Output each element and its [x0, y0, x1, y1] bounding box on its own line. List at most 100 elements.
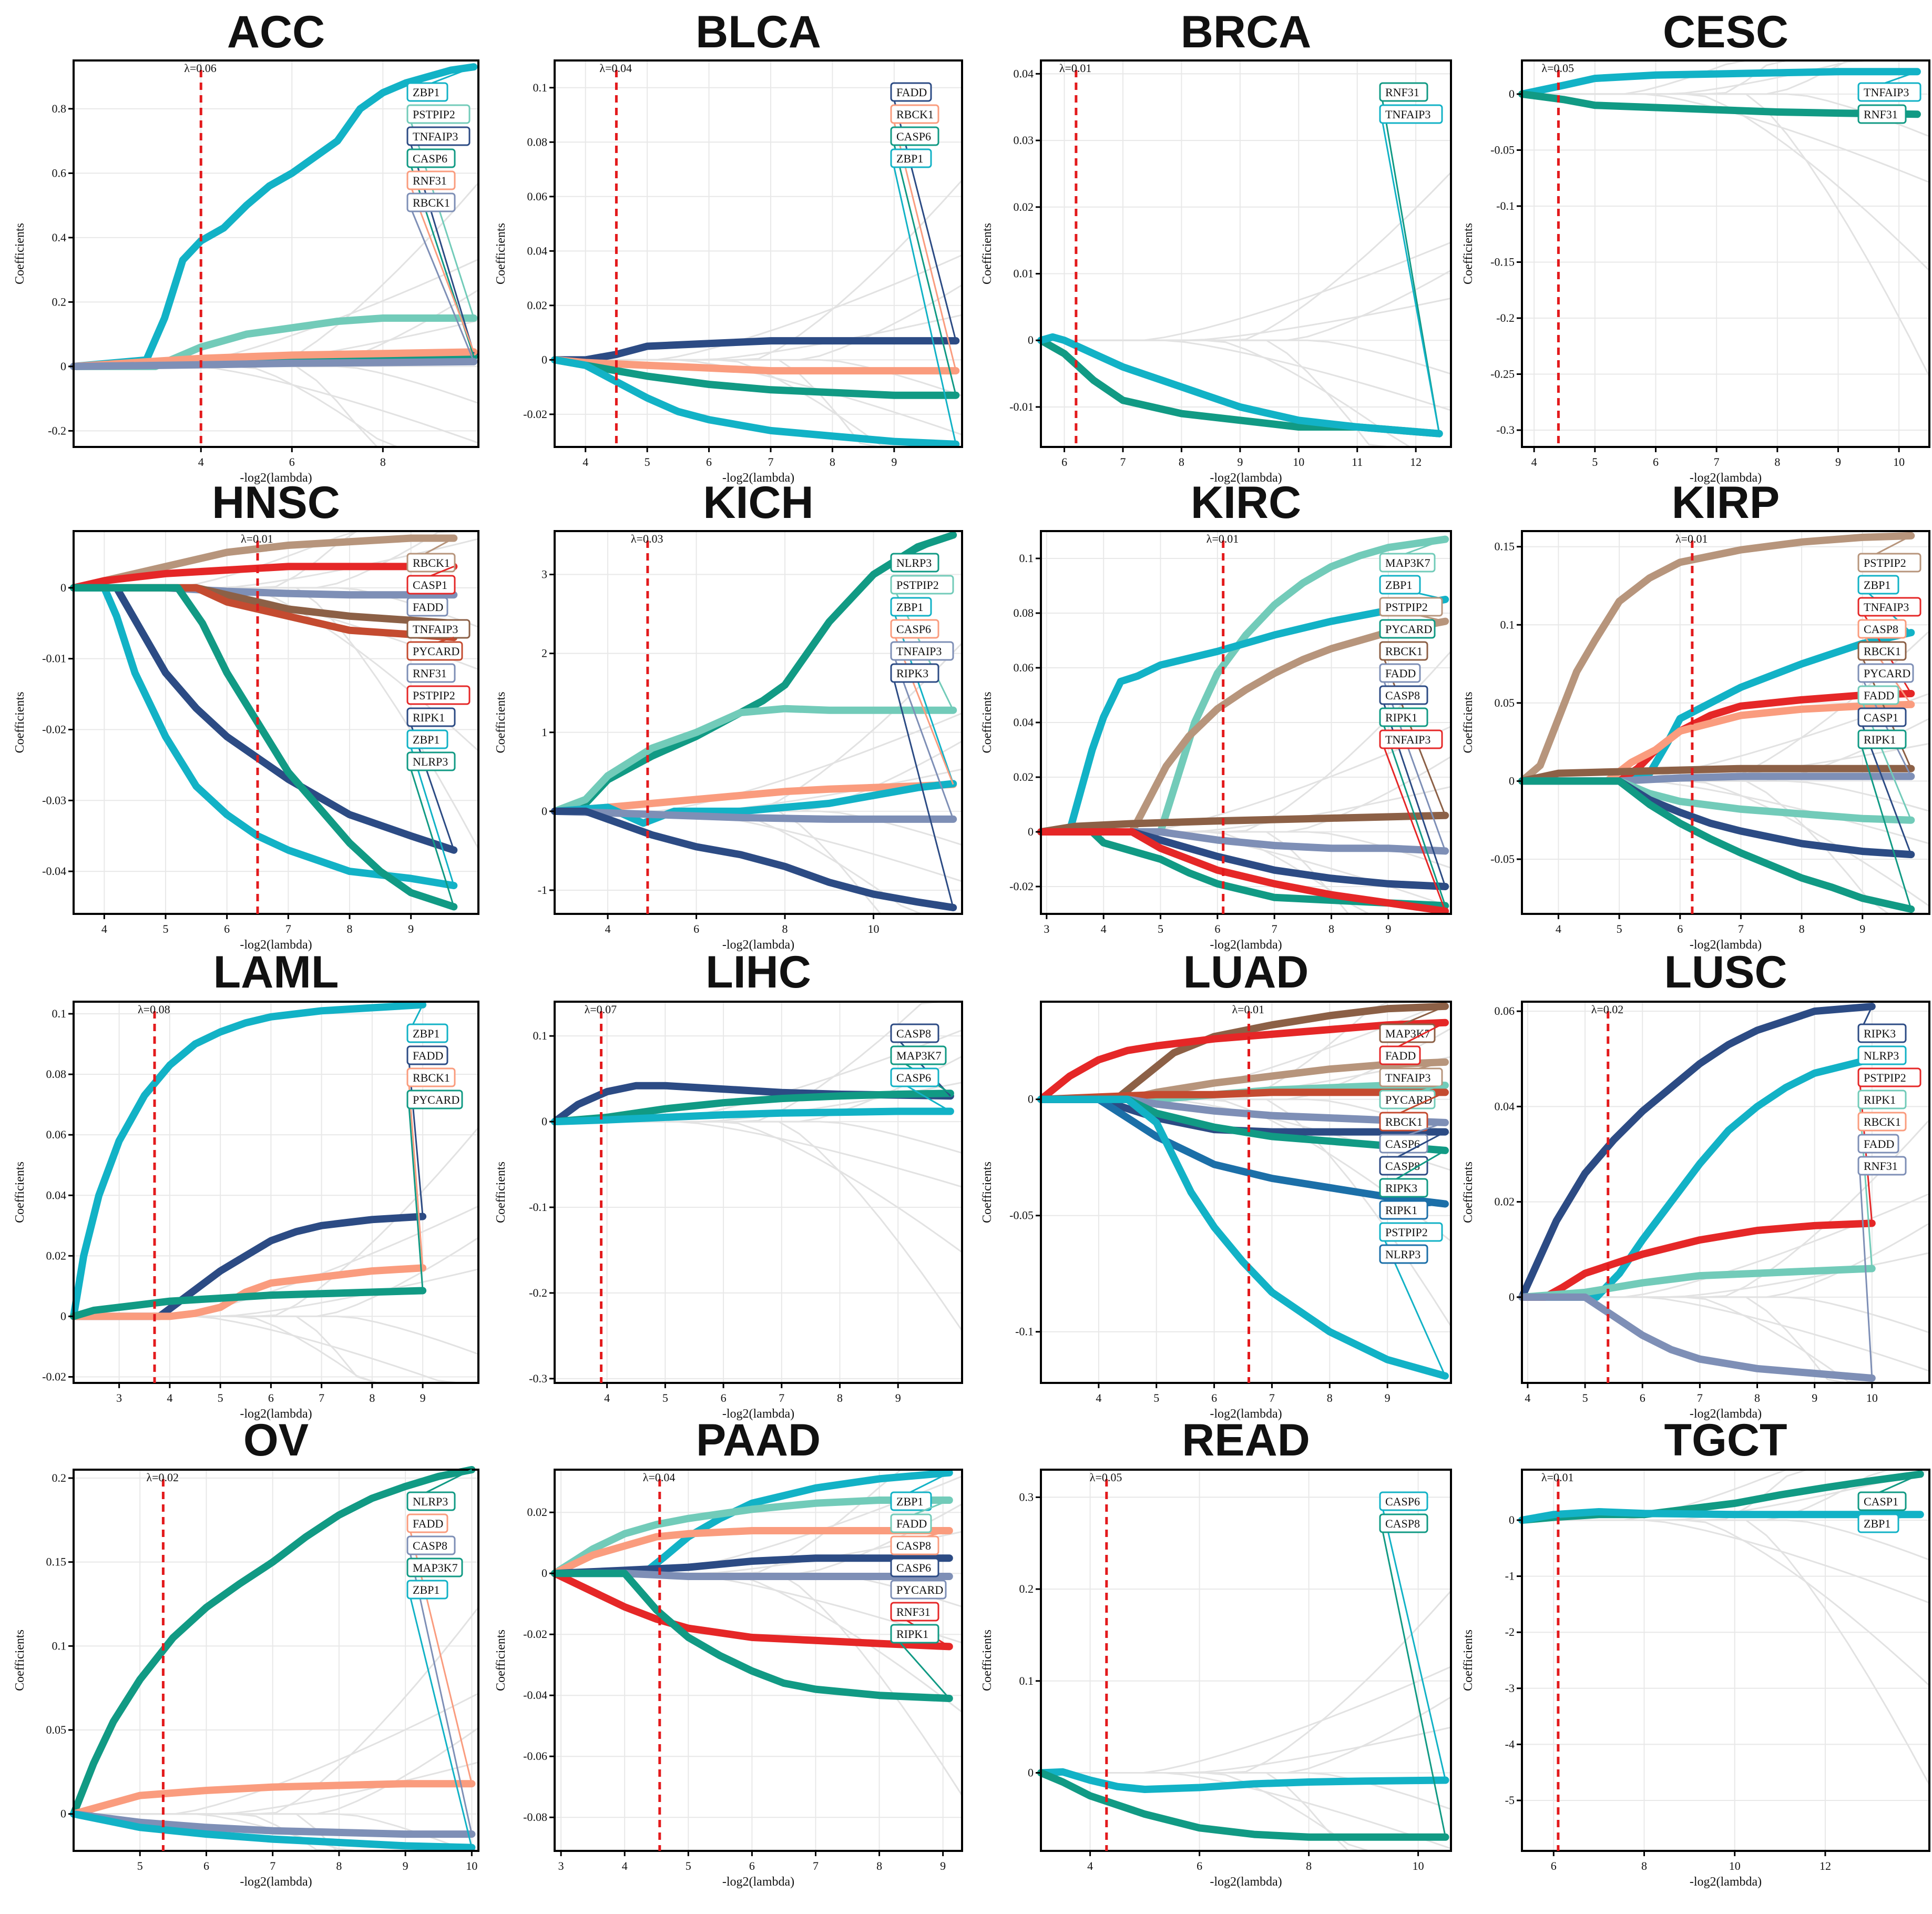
x-tick-label: 7 — [1120, 455, 1126, 469]
x-tick-label: 6 — [1640, 1391, 1645, 1404]
gene-label-ripk1: RIPK1 — [1857, 729, 1912, 910]
y-tick-label: 0.02 — [1014, 200, 1034, 213]
y-axis-label: Coefficients — [980, 1630, 994, 1691]
x-tick-label: 5 — [686, 1859, 691, 1872]
gene-label-nlrp3: NLRP3 — [406, 751, 456, 907]
gene-label-box — [1857, 1156, 1907, 1176]
y-tick-label: 3 — [541, 568, 547, 581]
series-zbp1 — [1518, 1508, 1924, 1524]
gene-label-box — [1379, 685, 1428, 705]
gene-label-text: CASP8 — [896, 1027, 931, 1040]
gene-label-casp1: CASP1 — [406, 566, 456, 595]
x-tick-label: 7 — [1738, 922, 1744, 935]
gene-label-box — [890, 82, 932, 102]
y-tick-label: 0 — [1509, 1290, 1515, 1304]
x-tick-label: 8 — [1774, 455, 1780, 469]
x-tick-label: 12 — [1819, 1859, 1831, 1872]
plot-frame — [1521, 1469, 1930, 1852]
gene-label-text: TNFAIP3 — [1864, 86, 1909, 99]
gene-label-box — [406, 1067, 456, 1087]
gene-label-text: ZBP1 — [896, 600, 923, 614]
gene-label-map3k7: MAP3K7 — [1379, 538, 1446, 573]
gene-label-ripk3: RIPK3 — [1857, 1006, 1907, 1043]
lambda-label: λ=0.03 — [631, 532, 663, 545]
series-rnf31 — [1518, 90, 1921, 118]
x-tick-label: 8 — [1327, 1391, 1333, 1404]
y-tick-label: -0.1 — [1015, 1325, 1034, 1338]
gene-label-box — [406, 170, 456, 190]
y-tick-label: 0 — [1028, 1766, 1034, 1779]
x-tick-label: 8 — [876, 1859, 882, 1872]
x-tick-label: 9 — [895, 1391, 901, 1404]
y-axis-label: Coefficients — [980, 692, 994, 754]
series-zbp1 — [551, 356, 960, 448]
y-tick-label: 0.2 — [1019, 1582, 1034, 1595]
x-tick-label: 6 — [1214, 922, 1220, 935]
gene-label-box — [1857, 597, 1921, 617]
gene-label-box — [1379, 641, 1428, 661]
series-nlrp3 — [70, 1466, 476, 1818]
gene-label-box — [1379, 1491, 1428, 1511]
gene-label-casp8: CASP8 — [1379, 685, 1446, 887]
x-tick-label: 6 — [1197, 1859, 1202, 1872]
panel-acc: ACC λ=0.06 4 6 8 -0.2 0 0.2 0.4 0.6 0.8 -log2(lambd… — [13, 7, 479, 485]
y-axis-label: Coefficients — [980, 1162, 994, 1223]
gene-label-box — [1379, 597, 1443, 617]
gene-label-box — [890, 1602, 939, 1622]
x-axis-label: -log2(lambda) — [722, 1407, 794, 1421]
gene-label-ripk1: RIPK1 — [1379, 1200, 1446, 1220]
y-tick-label: 1 — [541, 726, 547, 739]
plot-frame — [554, 1001, 963, 1384]
panel-title: BLCA — [696, 7, 821, 57]
gene-label-box — [406, 663, 456, 683]
x-tick-label: 3 — [1044, 922, 1049, 935]
y-axis-label: Coefficients — [980, 223, 994, 284]
x-tick-label: 7 — [779, 1391, 784, 1404]
panel-hnsc: HNSC λ=0.01 4 5 6 7 8 9 -0.04 -0.03 -0.02 -0.01 0 -lo… — [13, 477, 479, 952]
gene-label-box — [406, 553, 456, 573]
gene-label-box — [1857, 104, 1907, 124]
y-axis-label: Coefficients — [13, 1162, 27, 1223]
series-nlrp3 — [551, 531, 957, 815]
gene-label-text: NLRP3 — [896, 556, 932, 569]
gene-label-text: NLRP3 — [1864, 1049, 1899, 1062]
gene-label-text: RIPK1 — [1385, 711, 1417, 724]
gene-label-box — [890, 148, 932, 168]
x-tick-label: 4 — [1096, 1391, 1101, 1404]
gene-label-text: PYCARD — [413, 1093, 459, 1106]
series-nlrp3 — [1518, 1055, 1876, 1301]
y-tick-label: 0.06 — [1495, 1004, 1515, 1017]
panel-title: PAAD — [696, 1415, 821, 1465]
gene-label-box — [890, 575, 954, 595]
gene-label-tnfaip3: TNFAIP3 — [1379, 104, 1443, 434]
y-tick-label: 0.05 — [1495, 696, 1515, 709]
y-tick-label: 0.2 — [52, 1471, 67, 1484]
y-tick-label: 0.15 — [46, 1555, 67, 1569]
x-tick-label: 4 — [1525, 1391, 1530, 1404]
series-casp8 — [1037, 1769, 1449, 1841]
x-tick-label: 4 — [198, 455, 204, 469]
y-tick-label: 0.04 — [1014, 67, 1034, 80]
y-tick-label: -0.05 — [1490, 852, 1515, 866]
x-tick-label: 6 — [1677, 922, 1683, 935]
series-rbck1 — [1518, 765, 1915, 785]
series-rnf31 — [551, 1570, 953, 1651]
gene-label-text: TNFAIP3 — [1385, 108, 1430, 121]
y-tick-label: 0.1 — [533, 81, 548, 94]
x-tick-label: 9 — [1835, 455, 1841, 469]
x-tick-label: 4 — [582, 455, 588, 469]
x-tick-label: 5 — [1617, 922, 1622, 935]
x-tick-label: 8 — [1799, 922, 1805, 935]
lambda-label: λ=0.02 — [1591, 1003, 1624, 1016]
gene-label-box — [1379, 553, 1436, 573]
y-axis-label: Coefficients — [494, 223, 508, 284]
gene-label-text: ZBP1 — [896, 152, 923, 165]
series-ripk3 — [551, 807, 957, 911]
gene-label-text: CASP6 — [896, 130, 931, 143]
x-tick-label: 8 — [369, 1391, 375, 1404]
gene-label-box — [890, 1491, 932, 1511]
y-tick-label: -0.2 — [1496, 311, 1515, 324]
gene-label-fadd: FADD — [406, 594, 454, 617]
gene-label-rnf31: RNF31 — [1379, 82, 1440, 434]
lambda-label: λ=0.05 — [1541, 62, 1574, 75]
